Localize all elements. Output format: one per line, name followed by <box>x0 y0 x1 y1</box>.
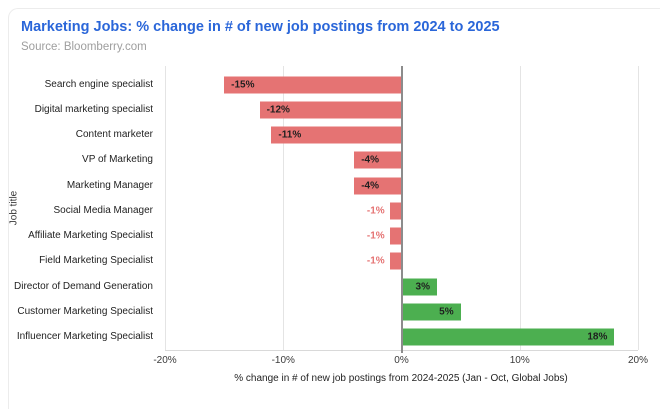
chart-source: Source: Bloomberry.com <box>21 41 147 53</box>
x-tick-label: 20% <box>627 355 649 366</box>
bar-row: -1% <box>165 224 638 249</box>
x-tick-label: -20% <box>153 355 177 366</box>
bar <box>354 177 402 195</box>
bars-layer: -15% -12% -11% -4% -4% -1% -1% -1% 3% 5% 18% <box>165 72 638 350</box>
x-axis-title: % change in # of new job postings from 2… <box>234 373 568 384</box>
gridline <box>638 66 639 350</box>
bar-row: -1% <box>165 198 638 223</box>
category-label: Marketing Manager <box>66 179 153 191</box>
bar-value-label: 3% <box>415 281 430 293</box>
gridline <box>283 66 285 350</box>
bar-value-label: -12% <box>266 104 290 116</box>
bar-value-label: -11% <box>278 129 302 141</box>
bar-value-label: -4% <box>361 180 379 192</box>
category-label: Content marketer <box>75 129 153 141</box>
bar-value-label: -15% <box>231 79 255 91</box>
bar <box>389 252 402 270</box>
category-label: Digital marketing specialist <box>34 103 153 115</box>
gridline <box>165 66 166 350</box>
y-axis-labels: Search engine specialist Digital marketin… <box>0 72 159 350</box>
bar-value-label: 5% <box>439 306 454 318</box>
category-label: Search engine specialist <box>44 78 153 90</box>
bar-row: -4% <box>165 173 638 198</box>
bar-row: -15% <box>165 72 638 97</box>
bar-value-label: 18% <box>587 331 608 343</box>
bar <box>389 202 402 220</box>
bar-value-label: -1% <box>366 255 385 267</box>
category-label: Customer Marketing Specialist <box>17 306 153 318</box>
x-tick-label: -10% <box>271 355 295 366</box>
zero-axis-line <box>400 66 403 353</box>
gridline <box>519 66 521 350</box>
category-label: Field Marketing Specialist <box>39 255 153 267</box>
bar-row: 18% <box>165 325 638 350</box>
bar-value-label: -1% <box>366 205 385 217</box>
bar-row: -11% <box>165 123 638 148</box>
category-label: Influencer Marketing Specialist <box>16 331 153 343</box>
bar <box>401 303 461 321</box>
bar <box>401 328 615 346</box>
bar-row: 3% <box>165 274 638 299</box>
bar-row: -1% <box>165 249 638 274</box>
bar <box>354 151 402 169</box>
category-label: Affiliate Marketing Specialist <box>28 230 153 242</box>
bar <box>389 227 402 245</box>
bar <box>224 76 402 94</box>
bar <box>401 278 437 296</box>
category-label: Social Media Manager <box>53 204 154 216</box>
bar-row: -4% <box>165 148 638 173</box>
bar <box>271 126 402 144</box>
bar-value-label: -1% <box>366 230 385 242</box>
x-tick-label: 10% <box>509 355 530 366</box>
chart-title: Marketing Jobs: % change in # of new job… <box>21 19 500 35</box>
x-tick-label: 0% <box>394 355 409 366</box>
bar-value-label: -4% <box>361 154 379 166</box>
bar-row: -12% <box>165 97 638 122</box>
bar <box>259 101 402 119</box>
plot-area: -15% -12% -11% -4% -4% -1% -1% -1% 3% 5% 18% -20% -… <box>153 66 648 366</box>
category-label: VP of Marketing <box>82 154 153 166</box>
bar-row: 5% <box>165 299 638 324</box>
category-label: Director of Demand Generation <box>14 280 153 292</box>
